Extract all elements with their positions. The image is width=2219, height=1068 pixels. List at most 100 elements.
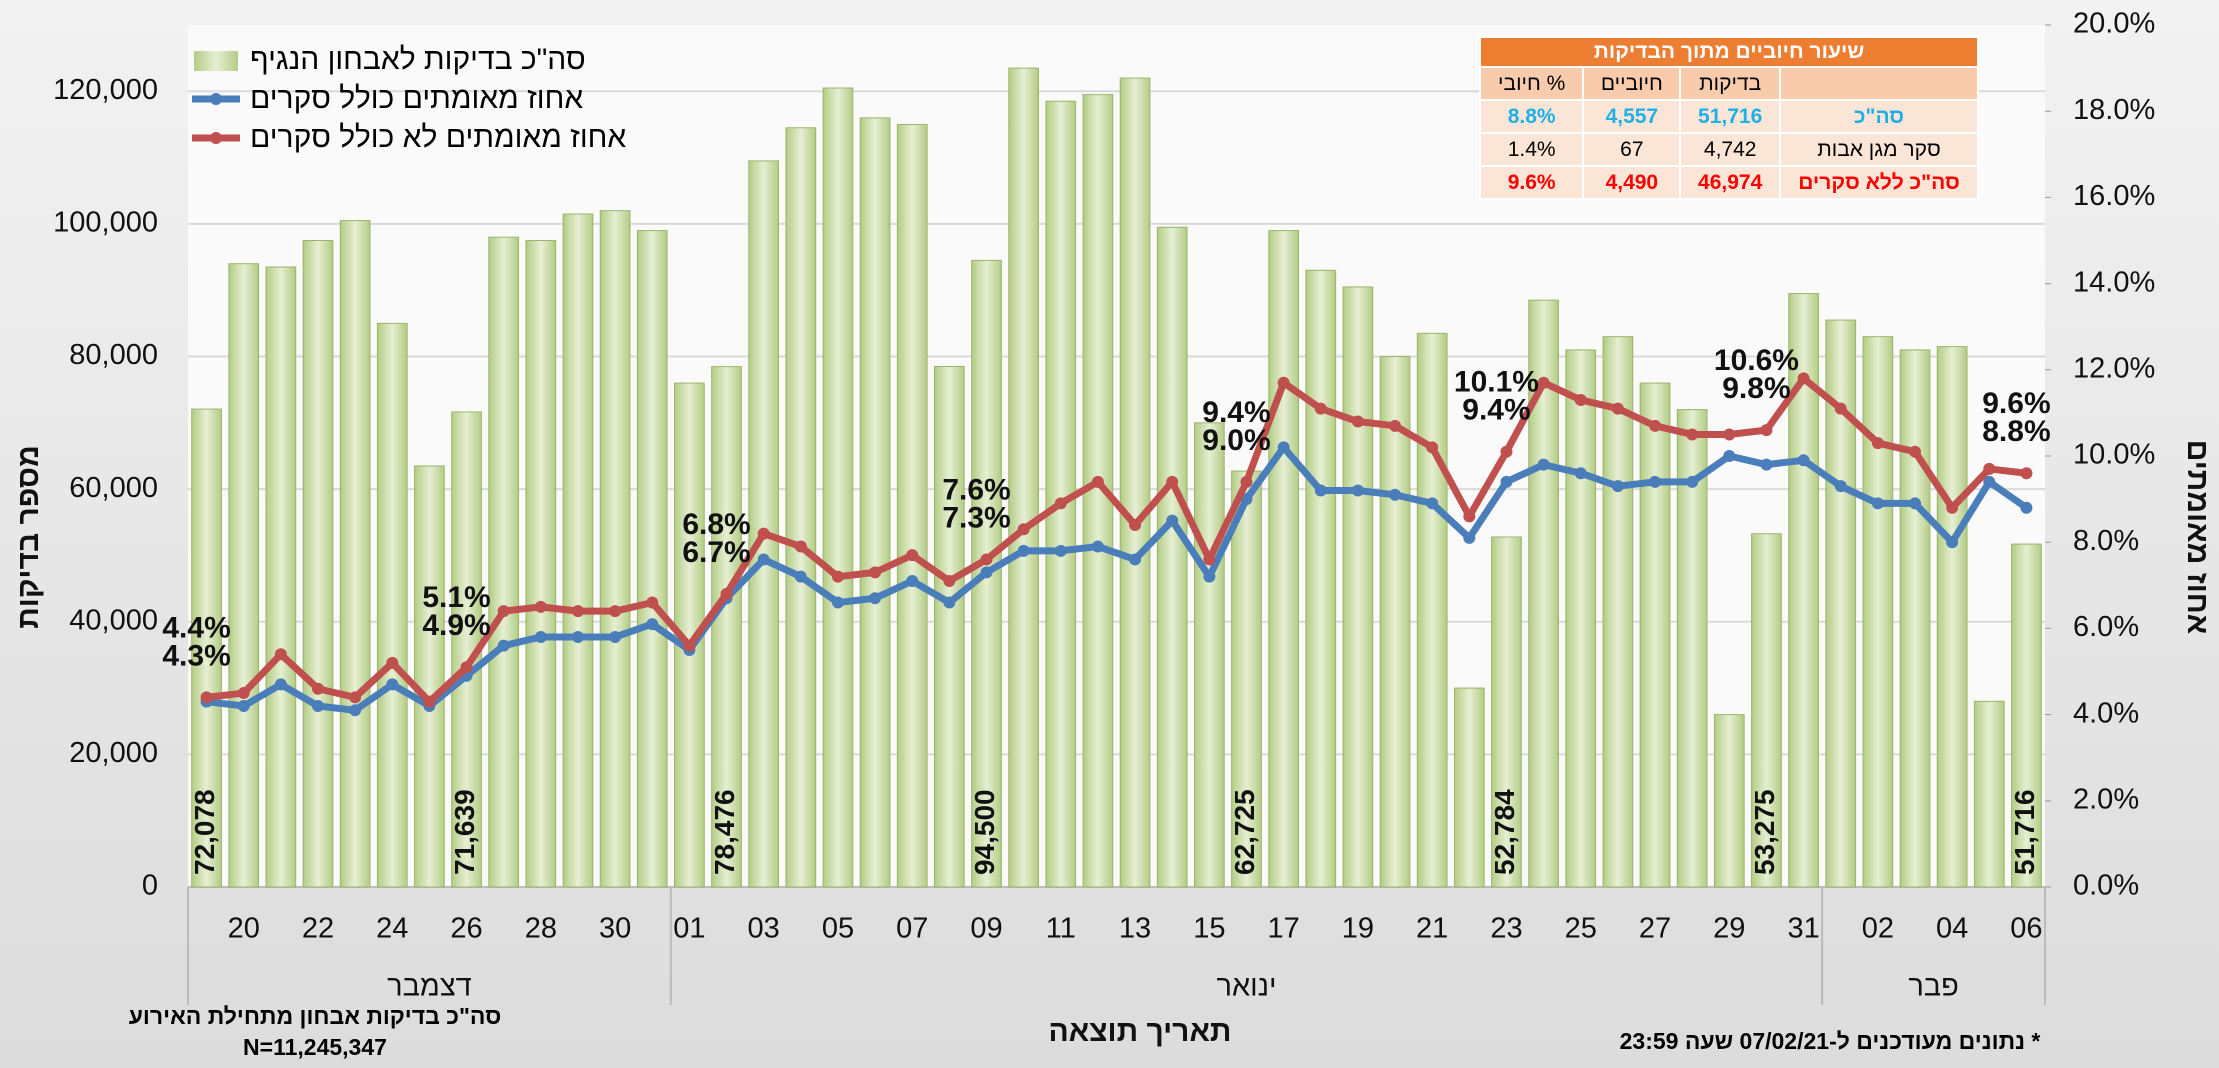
marker <box>1574 393 1587 406</box>
y-tick-label: 0 <box>142 870 158 902</box>
marker <box>1686 428 1699 441</box>
marker <box>1203 553 1216 566</box>
legend-item: אחוז מאומתים כולל סקרים <box>190 79 626 118</box>
marker <box>1537 458 1550 471</box>
marker <box>1166 514 1179 527</box>
marker <box>1017 544 1030 557</box>
x-tick-label: 15 <box>1193 913 1225 945</box>
marker <box>497 605 510 618</box>
y2-tick-label: 8.0% <box>2073 525 2139 557</box>
marker <box>423 695 436 708</box>
line-value-label: 4.3% <box>162 639 230 672</box>
marker <box>1091 475 1104 488</box>
legend-swatch <box>194 50 238 71</box>
x-tick-label: 28 <box>525 913 557 945</box>
bar <box>191 408 222 888</box>
bar <box>1193 422 1225 888</box>
marker <box>1463 531 1476 544</box>
marker <box>274 678 287 691</box>
bar <box>896 123 928 888</box>
y2-tick-label: 4.0% <box>2073 697 2139 729</box>
y2-tick-label: 0.0% <box>2073 870 2139 902</box>
table-header-cell: חיוביים <box>1582 66 1682 101</box>
bar <box>562 213 594 888</box>
marker <box>1203 570 1216 583</box>
table-cell: 51,716 <box>1679 99 1781 134</box>
table-header-cell <box>1779 66 1979 101</box>
marker <box>349 704 362 717</box>
marker <box>534 631 547 644</box>
x-tick-label: 20 <box>228 913 260 945</box>
bar <box>376 322 408 888</box>
marker <box>683 639 696 652</box>
table-header-row: בדיקות חיוביים% חיובי <box>1478 66 1979 101</box>
marker <box>1649 475 1662 488</box>
table-cell: 4,557 <box>1582 99 1682 134</box>
marker <box>1871 497 1884 510</box>
x-tick-label: 17 <box>1267 913 1299 945</box>
marker <box>1871 437 1884 450</box>
legend-label: אחוז מאומתים לא כולל סקרים <box>250 120 627 154</box>
marker <box>571 605 584 618</box>
marker <box>757 553 770 566</box>
x-tick-label: 02 <box>1862 913 1894 945</box>
table-cell: 8.8% <box>1478 99 1585 134</box>
legend-icon <box>194 50 238 71</box>
marker <box>1686 475 1699 488</box>
bar <box>1379 356 1411 888</box>
y2-axis-label: אחוז מאומתים <box>2181 440 2214 635</box>
marker <box>794 570 807 583</box>
marker <box>1277 376 1290 389</box>
line-value-label: 6.8% <box>682 508 750 541</box>
marker <box>386 656 399 669</box>
bar-value-label: 51,716 <box>2009 789 2040 875</box>
y2-tick-label: 18.0% <box>2073 94 2155 126</box>
marker <box>1760 458 1773 471</box>
bar <box>1676 409 1708 888</box>
x-tick-label: 27 <box>1639 913 1671 945</box>
line-value-label: 7.6% <box>942 473 1010 506</box>
bar <box>1602 336 1634 888</box>
line-value-label: 8.8% <box>1982 415 2050 448</box>
bar <box>228 263 260 888</box>
marker <box>906 574 919 587</box>
line-value-label: 6.7% <box>682 536 750 569</box>
bar <box>934 365 965 888</box>
marker <box>349 691 362 704</box>
marker <box>609 631 622 644</box>
marker <box>1463 510 1476 523</box>
marker <box>869 592 882 605</box>
summary-table: שיעור חיוביים מתוך הבדיקות בדיקות חיוביים%… <box>1478 36 1979 200</box>
legend-icon <box>192 131 240 144</box>
marker <box>1054 544 1067 557</box>
bar <box>748 160 780 888</box>
y-tick-label: 120,000 <box>53 74 158 106</box>
bar <box>1491 536 1522 888</box>
marker <box>1797 454 1810 467</box>
marker <box>311 699 324 712</box>
table-cell: 1.4% <box>1478 132 1585 167</box>
bar <box>1305 269 1337 888</box>
line-value-label: 10.6% <box>1714 344 1799 377</box>
marker <box>2020 501 2033 514</box>
table-cell: 67 <box>1582 132 1682 167</box>
bar <box>711 366 742 888</box>
table-cell: 9.6% <box>1478 165 1585 200</box>
marker <box>1983 475 1996 488</box>
line <box>206 443 2029 714</box>
marker <box>1649 419 1662 432</box>
bar <box>636 230 668 888</box>
bar <box>1713 714 1745 888</box>
marker <box>831 570 844 583</box>
bar <box>414 465 445 888</box>
bar-value-label: 52,784 <box>1489 789 1520 875</box>
x-tick-label: 31 <box>1787 913 1819 945</box>
legend-label: סה"כ בדיקות לאבחון הנגיף <box>250 42 586 76</box>
marker <box>1723 428 1736 441</box>
marker <box>1017 523 1030 536</box>
bar-value-label: 71,639 <box>449 789 480 875</box>
bar-value-label: 72,078 <box>189 789 220 875</box>
line-value-label: 9.8% <box>1722 372 1790 405</box>
table-header-cell: % חיובי <box>1478 66 1585 101</box>
